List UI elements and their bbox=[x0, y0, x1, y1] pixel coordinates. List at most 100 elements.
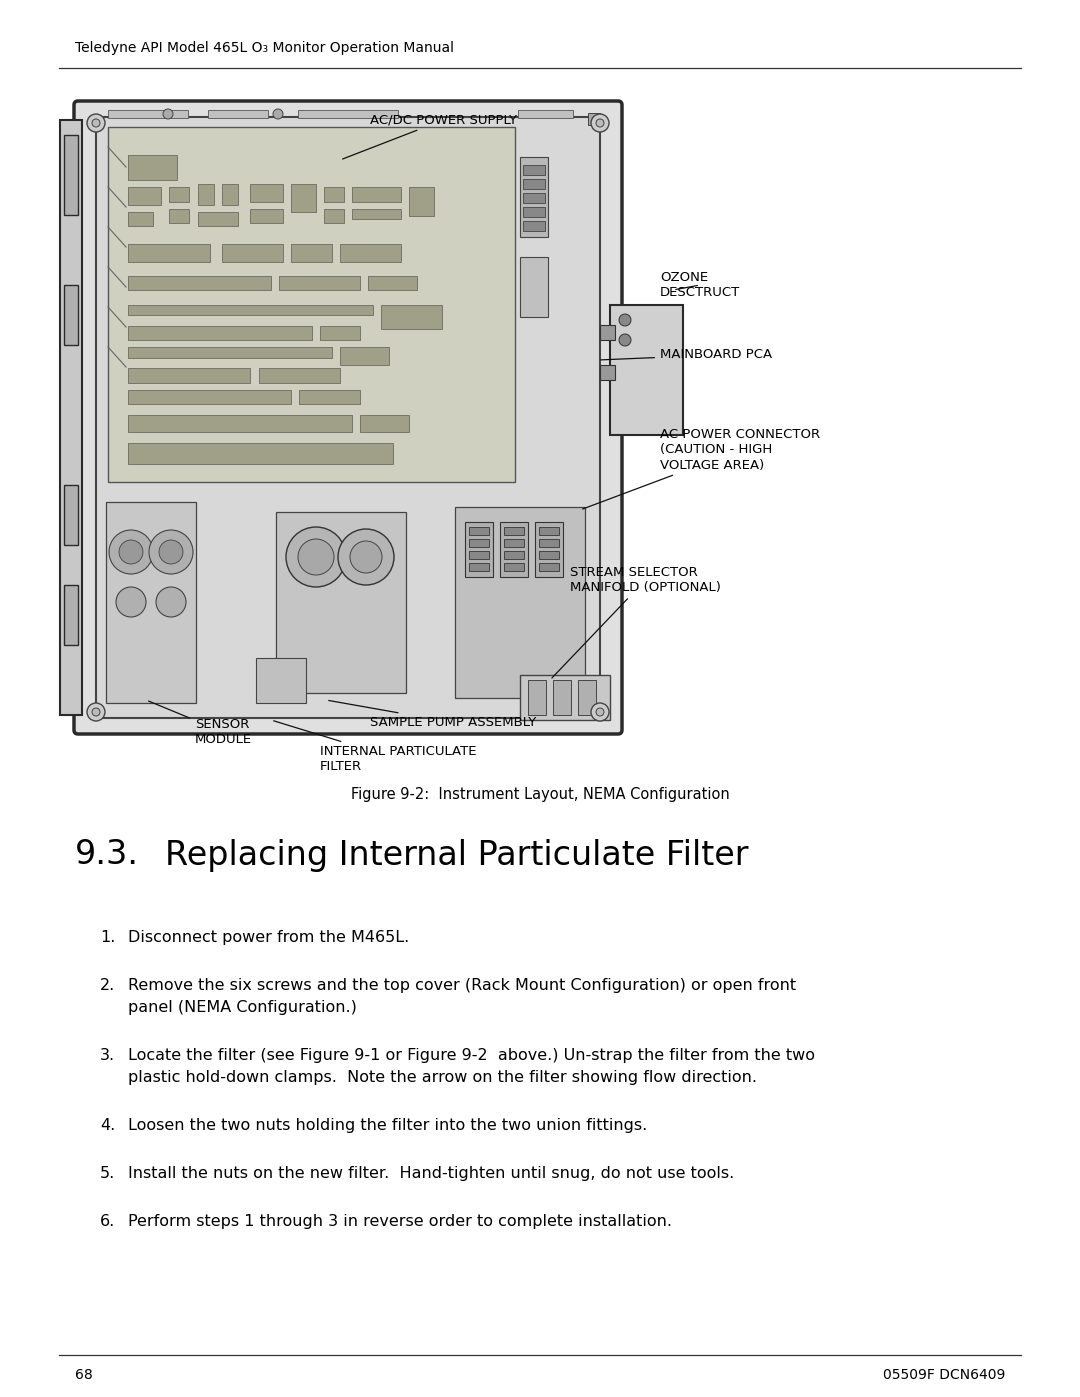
Bar bbox=[129, 443, 393, 464]
Circle shape bbox=[159, 541, 183, 564]
Bar bbox=[469, 550, 489, 559]
Text: 68: 68 bbox=[75, 1368, 93, 1382]
Bar bbox=[528, 680, 546, 715]
Bar bbox=[129, 187, 161, 205]
Bar bbox=[64, 585, 78, 645]
Text: SENSOR
MODULE: SENSOR MODULE bbox=[149, 701, 252, 746]
Bar bbox=[368, 277, 417, 291]
Text: Locate the filter (see Figure 9-1 or Figure 9-2  above.) Un-strap the filter fro: Locate the filter (see Figure 9-1 or Fig… bbox=[129, 1048, 815, 1063]
Bar bbox=[539, 550, 559, 559]
Bar bbox=[553, 680, 571, 715]
Bar bbox=[208, 110, 268, 117]
Circle shape bbox=[298, 539, 334, 576]
Circle shape bbox=[619, 314, 631, 326]
Circle shape bbox=[109, 529, 153, 574]
Circle shape bbox=[596, 119, 604, 127]
Bar bbox=[504, 563, 524, 571]
Bar bbox=[170, 208, 189, 224]
Text: Replacing Internal Particulate Filter: Replacing Internal Particulate Filter bbox=[165, 838, 748, 872]
Bar bbox=[504, 539, 524, 548]
Bar bbox=[64, 285, 78, 345]
Bar bbox=[409, 187, 433, 215]
Bar bbox=[500, 522, 528, 577]
Bar bbox=[299, 390, 361, 404]
Bar bbox=[539, 527, 559, 535]
Circle shape bbox=[119, 541, 143, 564]
Bar bbox=[64, 136, 78, 215]
Bar bbox=[60, 120, 82, 715]
Text: 5.: 5. bbox=[100, 1166, 116, 1180]
Text: Figure 9-2:  Instrument Layout, NEMA Configuration: Figure 9-2: Instrument Layout, NEMA Conf… bbox=[351, 788, 729, 802]
Bar bbox=[504, 527, 524, 535]
Circle shape bbox=[87, 703, 105, 721]
Circle shape bbox=[149, 529, 193, 574]
Bar bbox=[129, 390, 292, 404]
Text: panel (NEMA Configuration.): panel (NEMA Configuration.) bbox=[129, 1000, 356, 1016]
FancyBboxPatch shape bbox=[75, 101, 622, 733]
Bar bbox=[465, 522, 492, 577]
Bar bbox=[340, 346, 389, 365]
Text: AC POWER CONNECTOR
(CAUTION - HIGH
VOLTAGE AREA): AC POWER CONNECTOR (CAUTION - HIGH VOLTA… bbox=[582, 429, 820, 509]
Bar bbox=[519, 675, 610, 719]
Bar bbox=[600, 326, 615, 339]
Bar bbox=[251, 208, 283, 224]
Bar bbox=[222, 184, 239, 205]
Bar bbox=[129, 415, 352, 432]
Bar bbox=[129, 369, 251, 383]
Bar bbox=[324, 187, 345, 201]
Bar bbox=[256, 658, 306, 703]
Bar bbox=[519, 156, 548, 237]
Bar bbox=[523, 207, 545, 217]
Bar bbox=[129, 212, 152, 226]
Circle shape bbox=[619, 334, 631, 346]
Bar bbox=[519, 257, 548, 317]
Bar bbox=[222, 244, 283, 261]
Circle shape bbox=[350, 541, 382, 573]
Text: Disconnect power from the M465L.: Disconnect power from the M465L. bbox=[129, 930, 409, 944]
Text: 4.: 4. bbox=[100, 1118, 116, 1133]
Bar bbox=[352, 187, 401, 201]
Text: STREAM SELECTOR
MANIFOLD (OPTIONAL): STREAM SELECTOR MANIFOLD (OPTIONAL) bbox=[552, 566, 720, 678]
Circle shape bbox=[591, 115, 609, 131]
Circle shape bbox=[596, 708, 604, 717]
Text: 2.: 2. bbox=[100, 978, 116, 993]
Bar bbox=[352, 208, 401, 219]
Text: 3.: 3. bbox=[100, 1048, 116, 1063]
Bar bbox=[198, 212, 239, 226]
Text: 05509F DCN6409: 05509F DCN6409 bbox=[882, 1368, 1005, 1382]
Bar bbox=[539, 539, 559, 548]
Text: plastic hold-down clamps.  Note the arrow on the filter showing flow direction.: plastic hold-down clamps. Note the arrow… bbox=[129, 1070, 757, 1085]
Text: 6.: 6. bbox=[100, 1214, 116, 1229]
Bar bbox=[279, 277, 361, 291]
Text: OZONE
DESCTRUCT: OZONE DESCTRUCT bbox=[660, 271, 740, 299]
Bar bbox=[523, 221, 545, 231]
Text: 1.: 1. bbox=[100, 930, 116, 944]
Bar bbox=[504, 550, 524, 559]
Circle shape bbox=[87, 115, 105, 131]
Bar bbox=[610, 305, 683, 434]
Bar bbox=[469, 539, 489, 548]
Bar bbox=[298, 110, 399, 117]
Text: SAMPLE PUMP ASSEMBLY: SAMPLE PUMP ASSEMBLY bbox=[328, 700, 537, 729]
Circle shape bbox=[163, 109, 173, 119]
Text: MAINBOARD PCA: MAINBOARD PCA bbox=[600, 348, 772, 362]
Text: AC/DC POWER SUPPLY: AC/DC POWER SUPPLY bbox=[342, 113, 517, 159]
Bar bbox=[129, 346, 332, 358]
Circle shape bbox=[92, 119, 100, 127]
Bar bbox=[170, 187, 189, 201]
Bar bbox=[380, 305, 442, 330]
Bar bbox=[251, 184, 283, 201]
Bar bbox=[129, 244, 210, 261]
Bar bbox=[292, 184, 315, 212]
Bar bbox=[340, 244, 401, 261]
Text: INTERNAL PARTICULATE
FILTER: INTERNAL PARTICULATE FILTER bbox=[273, 721, 476, 773]
Bar bbox=[276, 511, 406, 693]
Bar bbox=[361, 415, 409, 432]
Bar bbox=[324, 208, 345, 224]
Bar bbox=[129, 326, 311, 339]
Bar bbox=[64, 485, 78, 545]
Text: Install the nuts on the new filter.  Hand-tighten until snug, do not use tools.: Install the nuts on the new filter. Hand… bbox=[129, 1166, 734, 1180]
Bar bbox=[523, 193, 545, 203]
Bar bbox=[198, 184, 214, 205]
Bar bbox=[518, 110, 573, 117]
